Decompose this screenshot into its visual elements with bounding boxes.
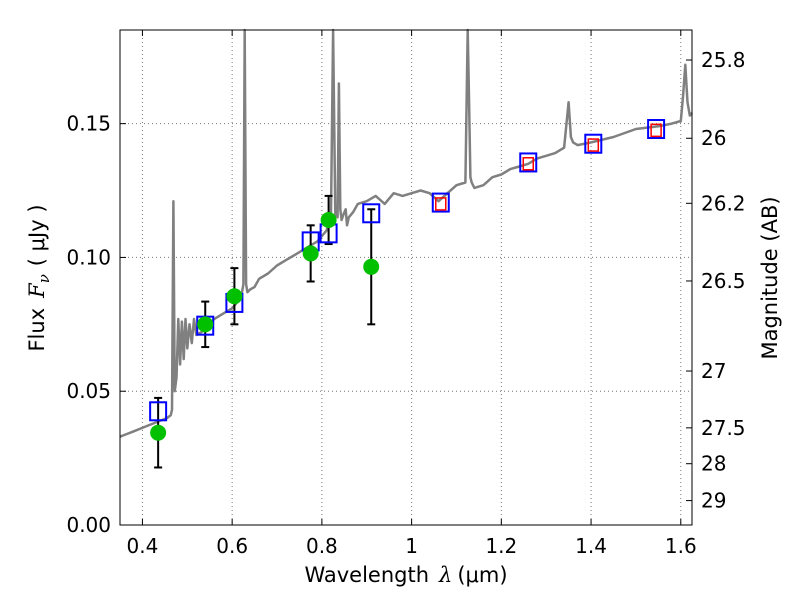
observed-point xyxy=(363,258,380,275)
x-tick-label: 0.4 xyxy=(127,534,159,558)
x-axis-title: Wavelength λ (μm) xyxy=(304,563,507,587)
x-axis-title-text: Wavelength xyxy=(304,563,429,587)
mag-tick-label: 26.2 xyxy=(701,191,746,215)
observed-point xyxy=(320,211,337,228)
model-square xyxy=(647,119,666,139)
x-tick-label: 1.4 xyxy=(575,534,607,558)
model-square xyxy=(431,192,450,213)
x-tick-label: 0.8 xyxy=(306,534,338,558)
y-tick-label: 0.10 xyxy=(66,245,111,269)
y-axis-title: Flux Fν ( μJy ) xyxy=(25,204,53,351)
x-axis-title-symbol: λ xyxy=(438,563,452,587)
observed-point xyxy=(197,316,214,333)
gridlines xyxy=(120,30,692,526)
model-squares-layer xyxy=(149,119,666,422)
model-square xyxy=(362,203,381,224)
x-tick-label: 1.6 xyxy=(665,534,697,558)
model-square xyxy=(519,152,538,173)
mag-tick-label: 26.5 xyxy=(701,269,746,293)
y2-axis-title: Magnitude (AB) xyxy=(758,196,782,359)
model-square-red xyxy=(587,138,600,152)
model-square xyxy=(584,133,603,154)
model-square-red xyxy=(522,157,535,171)
model-square-red xyxy=(650,123,662,138)
y-axis-title-sub: ν xyxy=(35,274,53,283)
mag-tick-label: 26 xyxy=(701,126,726,150)
observed-points-layer xyxy=(150,211,380,441)
tick-marks xyxy=(120,30,692,526)
mag-tick-label: 27.5 xyxy=(701,416,746,440)
observed-point xyxy=(226,288,243,305)
y-axis-title-text: Flux xyxy=(25,308,49,352)
x-axis-title-unit: (μm) xyxy=(457,563,507,587)
y-axis-title-symbol: F xyxy=(25,282,49,299)
mag-tick-label: 25.8 xyxy=(701,48,746,72)
mag-tick-label: 27 xyxy=(701,359,726,383)
tick-labels: 0.4 0.6 0.8 1 1.2 1.4 1.6 0.00 0.05 0.10 0.15 25.8 2… xyxy=(66,48,745,558)
observed-point xyxy=(150,424,167,441)
x-tick-label: 0.6 xyxy=(216,534,248,558)
plot-frame xyxy=(119,29,693,526)
mag-tick-label: 29 xyxy=(701,489,726,513)
y-tick-label: 0.05 xyxy=(66,379,111,403)
mag-tick-label: 28 xyxy=(701,452,726,476)
model-square-red xyxy=(435,197,447,211)
sed-line xyxy=(119,28,693,438)
model-square xyxy=(149,401,168,422)
observed-point xyxy=(302,245,319,262)
sed-layer xyxy=(119,28,693,438)
x-tick-label: 1.2 xyxy=(485,534,517,558)
y-tick-label: 0.15 xyxy=(66,112,111,136)
x-tick-label: 1 xyxy=(405,534,418,558)
y-tick-label: 0.00 xyxy=(66,513,111,537)
y-axis-title-unit: ( μJy ) xyxy=(25,204,49,266)
